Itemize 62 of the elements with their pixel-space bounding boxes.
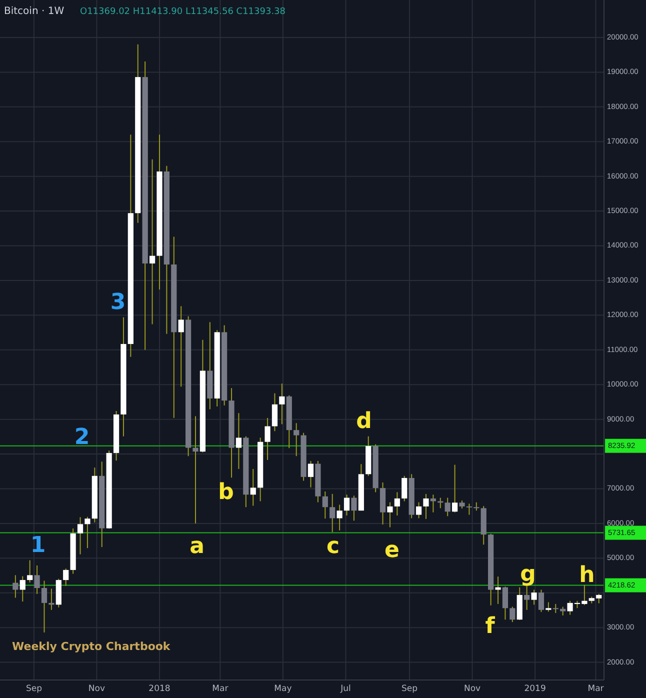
x-tick-label: 2018 xyxy=(148,684,170,694)
candlestick xyxy=(416,502,422,519)
x-tick-label: Mar xyxy=(588,684,604,694)
annotation: c xyxy=(326,534,340,560)
text: Bitcoin · 1W xyxy=(4,6,64,17)
candlestick xyxy=(524,584,530,610)
candlestick xyxy=(308,460,314,488)
candlestick xyxy=(322,491,328,520)
annotation: 1 xyxy=(30,533,46,558)
annotation: a xyxy=(190,534,204,560)
x-tick-label: Nov xyxy=(464,684,481,694)
candlestick xyxy=(423,493,429,520)
candlestick xyxy=(438,497,444,509)
x-tick-label: Sep xyxy=(402,684,418,694)
x-tick-label: Jul xyxy=(340,684,351,694)
candlestick xyxy=(41,580,48,633)
candlestick xyxy=(77,516,84,555)
candlestick xyxy=(510,606,516,623)
candlestick xyxy=(394,492,400,516)
candlestick xyxy=(272,392,278,432)
annotation: h xyxy=(579,563,595,588)
candlestick xyxy=(27,560,33,583)
candlestick xyxy=(20,576,26,602)
candlestick xyxy=(351,495,357,522)
candlestick xyxy=(452,464,458,513)
annotation: d xyxy=(356,409,372,434)
annotation: f xyxy=(485,614,496,640)
candlestick xyxy=(402,475,408,502)
candlestick xyxy=(502,586,508,620)
candlestick xyxy=(192,416,198,524)
annotation: O11369.02 H11413.90 L11345.56 C11393.38 xyxy=(80,7,286,17)
candlestick xyxy=(12,574,18,598)
candlestick xyxy=(444,497,450,517)
candlestick xyxy=(387,502,393,528)
candlestick xyxy=(330,493,336,533)
candlestick xyxy=(552,603,558,614)
annotation: g xyxy=(520,562,536,588)
candlestick xyxy=(178,306,184,388)
annotation: Weekly Crypto Chartbook xyxy=(12,640,171,653)
x-tick-label: Mar xyxy=(212,684,229,694)
candlestick xyxy=(250,468,256,506)
candlestick xyxy=(294,422,300,457)
candlestick xyxy=(538,589,544,612)
candlestick xyxy=(279,383,285,425)
annotation: 3 xyxy=(110,290,126,316)
annotation: 2 xyxy=(74,425,90,450)
annotation: e xyxy=(384,538,400,564)
candlestick xyxy=(236,412,242,470)
candlestick xyxy=(531,589,537,606)
candlestick xyxy=(264,417,270,460)
x-tick-label: Sep xyxy=(26,684,42,694)
candlestick xyxy=(63,568,69,586)
candlestick xyxy=(546,602,552,612)
candlestick xyxy=(336,504,342,531)
candlestick xyxy=(149,158,156,325)
x-tick-label: 2019 xyxy=(524,684,546,694)
candlestick xyxy=(344,494,350,516)
candlestick xyxy=(84,516,90,549)
candlestick xyxy=(34,564,40,594)
x-tick-label: Nov xyxy=(88,684,106,694)
x-tick-label: May xyxy=(274,684,292,694)
annotation: b xyxy=(218,480,234,506)
